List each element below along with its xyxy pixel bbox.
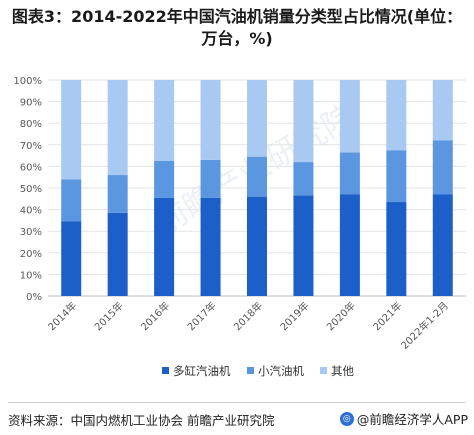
bar-segment: [154, 161, 175, 198]
x-tick-label: 2019年: [277, 299, 311, 333]
legend-label: 小汽油机: [258, 364, 304, 378]
legend-swatch: [320, 367, 327, 374]
bar-segment: [200, 197, 221, 296]
y-tick-label: 70%: [20, 141, 42, 152]
bar-segment: [107, 212, 128, 296]
chart-title: 图表3：2014-2022年中国汽油机销量分类型占比情况(单位：万台，%): [11, 7, 463, 48]
bar-segment: [339, 194, 360, 296]
y-tick-label: 60%: [20, 162, 42, 173]
x-tick-label: 2015年: [92, 299, 126, 333]
bar-segment: [61, 179, 82, 222]
legend-swatch: [247, 367, 254, 374]
y-tick-label: 0%: [26, 292, 42, 303]
bar-segment: [293, 80, 314, 163]
bar-segment: [339, 152, 360, 195]
y-tick-label: 90%: [20, 98, 42, 109]
bar-segment: [154, 80, 175, 161]
y-tick-label: 30%: [20, 227, 42, 238]
y-tick-label: 40%: [20, 206, 42, 217]
y-tick-label: 20%: [20, 249, 42, 260]
bar-segment: [61, 80, 82, 180]
source-note: 资料来源：中国内燃机工业协会 前瞻产业研究院: [8, 413, 275, 428]
y-tick-label: 100%: [13, 76, 42, 87]
x-tick-label: 2014年: [45, 299, 79, 333]
x-tick-label: 2022年1-2月: [398, 299, 451, 352]
bar-segment: [432, 140, 453, 195]
legend-label: 多缸汽油机: [173, 364, 231, 378]
bar-segment: [339, 80, 360, 153]
legend-label: 其他: [331, 364, 354, 378]
brand-tag: ◎ @前瞻经济学人APP: [339, 409, 468, 428]
bar-segment: [432, 194, 453, 296]
brand-text: @前瞻经济学人APP: [356, 412, 468, 427]
bar-segment: [247, 80, 267, 157]
bar-segment: [293, 162, 314, 196]
y-tick-label: 50%: [20, 184, 42, 195]
y-tick-label: 10%: [20, 270, 42, 281]
bar-segment: [293, 195, 314, 296]
bar-segment: [154, 197, 175, 296]
bar-segment: [247, 196, 267, 296]
bar-segment: [386, 80, 407, 151]
brand-logo-icon: ◎: [339, 411, 354, 426]
bar-segment: [200, 159, 221, 198]
legend-swatch: [162, 367, 169, 374]
x-tick-label: 2020年: [324, 299, 358, 333]
bar-segment: [386, 202, 407, 296]
x-tick-label: 2016年: [138, 299, 172, 333]
footer-divider: [8, 402, 466, 403]
bar-segment: [107, 80, 128, 176]
bar-segment: [200, 80, 221, 160]
bar-segment: [247, 156, 267, 197]
x-tick-label: 2018年: [231, 299, 265, 333]
x-tick-label: 2017年: [184, 299, 218, 333]
bar-segment: [61, 221, 82, 296]
bar-segment: [107, 175, 128, 213]
bar-segment: [432, 80, 453, 141]
x-tick-label: 2021年: [370, 299, 404, 333]
bar-segment: [386, 150, 407, 203]
y-tick-label: 80%: [20, 119, 42, 130]
